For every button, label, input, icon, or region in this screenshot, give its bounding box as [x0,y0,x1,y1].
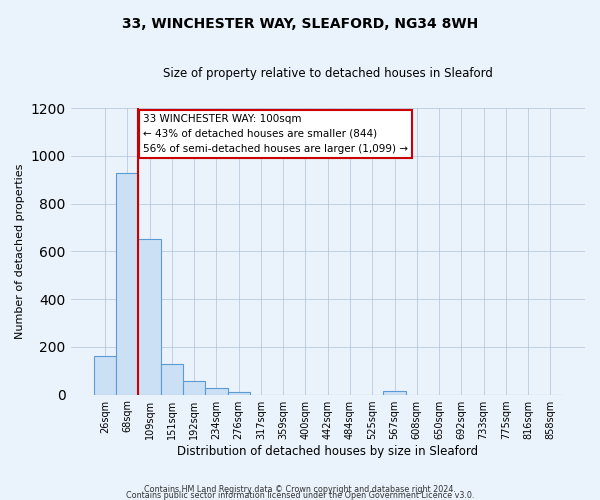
Bar [183,382,205,394]
Title: Size of property relative to detached houses in Sleaford: Size of property relative to detached ho… [163,68,493,80]
Bar [383,391,406,394]
Bar [139,240,161,394]
Bar [205,388,227,394]
Text: Contains HM Land Registry data © Crown copyright and database right 2024.: Contains HM Land Registry data © Crown c… [144,484,456,494]
Text: 33 WINCHESTER WAY: 100sqm
← 43% of detached houses are smaller (844)
56% of semi: 33 WINCHESTER WAY: 100sqm ← 43% of detac… [143,114,408,154]
X-axis label: Distribution of detached houses by size in Sleaford: Distribution of detached houses by size … [177,444,478,458]
Bar [94,356,116,395]
Text: Contains public sector information licensed under the Open Government Licence v3: Contains public sector information licen… [126,490,474,500]
Bar [227,392,250,394]
Y-axis label: Number of detached properties: Number of detached properties [15,164,25,339]
Bar [161,364,183,394]
Bar [116,172,139,394]
Text: 33, WINCHESTER WAY, SLEAFORD, NG34 8WH: 33, WINCHESTER WAY, SLEAFORD, NG34 8WH [122,18,478,32]
